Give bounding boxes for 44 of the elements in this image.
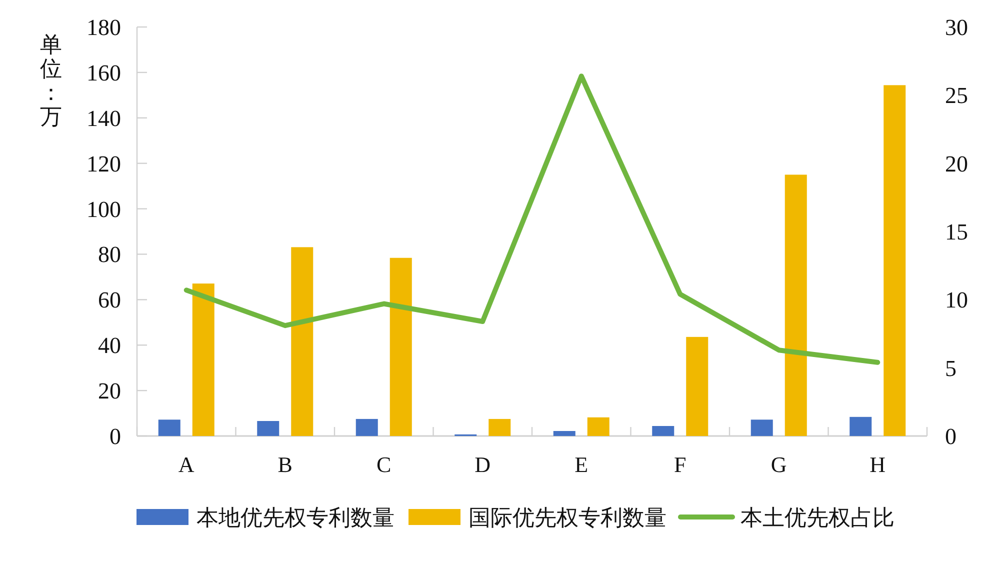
bar bbox=[488, 418, 511, 436]
y-axis-title: 单位：万 bbox=[40, 32, 62, 129]
legend-label: 本土优先权占比 bbox=[740, 505, 894, 530]
x-tick-label: H bbox=[870, 452, 886, 477]
bar bbox=[291, 247, 314, 436]
bar bbox=[390, 258, 412, 436]
y-tick-label: 80 bbox=[98, 242, 121, 268]
x-tick-label: B bbox=[278, 452, 292, 477]
bar bbox=[652, 426, 674, 436]
bar bbox=[884, 85, 906, 436]
y-tick-label: 100 bbox=[86, 196, 121, 222]
bar bbox=[192, 284, 214, 436]
y2-tick-label: 0 bbox=[945, 424, 956, 449]
bar bbox=[553, 431, 576, 436]
y-tick-label: 180 bbox=[86, 15, 121, 40]
x-tick-label: E bbox=[574, 452, 588, 477]
y-tick-label: 160 bbox=[86, 60, 121, 86]
x-tick-label: C bbox=[376, 452, 392, 477]
bar bbox=[686, 336, 708, 436]
bar bbox=[784, 174, 807, 436]
bar bbox=[158, 420, 180, 436]
y2-tick-label: 5 bbox=[945, 356, 956, 381]
y-tick-label: 40 bbox=[98, 333, 121, 358]
bar bbox=[850, 416, 872, 436]
bar bbox=[750, 420, 773, 436]
x-tick-label: G bbox=[770, 452, 787, 477]
y-tick-label: 60 bbox=[98, 288, 121, 313]
y-tick-label: 140 bbox=[86, 106, 121, 131]
y2-tick-label: 15 bbox=[945, 220, 968, 244]
y2-tick-label: 25 bbox=[945, 83, 968, 108]
bar bbox=[356, 418, 378, 436]
y-tick-label: 20 bbox=[98, 378, 121, 404]
y2-tick-label: 30 bbox=[945, 15, 968, 40]
y-tick-label: 120 bbox=[86, 151, 121, 176]
legend-label: 国际优先权专利数量 bbox=[468, 505, 666, 530]
y2-tick-label: 10 bbox=[945, 288, 968, 313]
y-tick-label: 0 bbox=[110, 424, 121, 449]
y2-tick-label: 20 bbox=[945, 151, 968, 176]
x-tick-label: F bbox=[674, 452, 686, 477]
x-tick-label: A bbox=[178, 452, 194, 477]
bar bbox=[257, 421, 280, 436]
legend-label: 本地优先权专利数量 bbox=[196, 505, 394, 530]
bar bbox=[587, 417, 610, 436]
x-tick-label: D bbox=[474, 452, 491, 477]
